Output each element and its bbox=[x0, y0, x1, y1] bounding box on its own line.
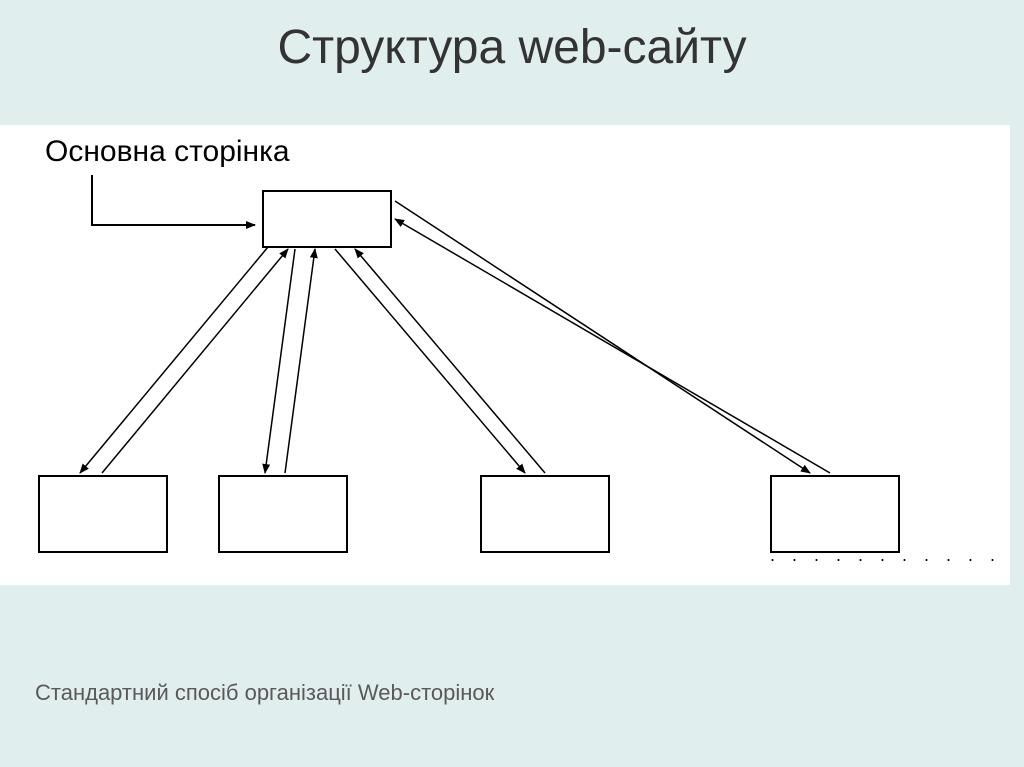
root-label: Основна сторінка bbox=[45, 135, 290, 169]
page-title: Структура web-сайту bbox=[0, 0, 1024, 75]
ellipsis-dots: . . . . . . . . . . . bbox=[770, 545, 1001, 566]
node-child-3 bbox=[480, 475, 610, 553]
node-child-1 bbox=[38, 475, 168, 553]
caption-text: Стандартний спосіб організації Web-сторі… bbox=[35, 680, 494, 706]
node-child-2 bbox=[218, 475, 348, 553]
node-child-4 bbox=[770, 475, 900, 553]
diagram-area: Основна сторінка . . . . . . . . . . . bbox=[0, 125, 1010, 585]
node-root bbox=[262, 190, 392, 248]
